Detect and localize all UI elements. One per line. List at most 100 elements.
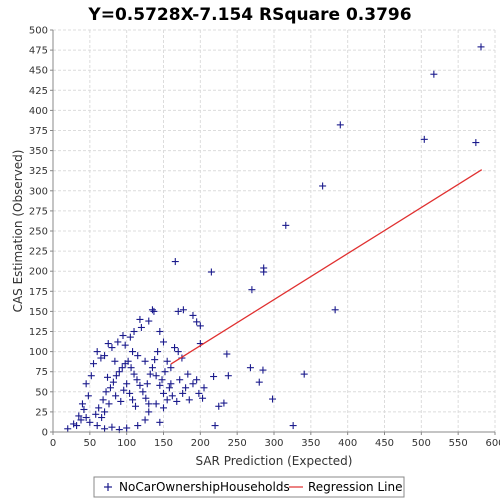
y-tick-label: 75 xyxy=(35,367,48,378)
data-point xyxy=(141,357,149,365)
x-axis-title: SAR Prediction (Expected) xyxy=(196,454,353,468)
data-point xyxy=(129,396,137,404)
data-point xyxy=(156,418,164,426)
data-point xyxy=(193,376,201,384)
data-point xyxy=(167,380,175,388)
data-point xyxy=(174,307,182,315)
data-point xyxy=(211,422,219,430)
data-point xyxy=(199,394,207,402)
data-point xyxy=(136,315,144,323)
data-point xyxy=(145,317,153,325)
x-tick-label: 100 xyxy=(117,438,136,449)
data-point xyxy=(93,422,101,430)
data-point xyxy=(70,420,78,428)
data-point xyxy=(121,341,129,349)
y-tick-label: 375 xyxy=(29,126,48,137)
y-tick-label: 225 xyxy=(29,247,48,258)
data-point xyxy=(195,389,203,397)
data-point xyxy=(160,404,167,412)
data-point xyxy=(158,376,166,384)
y-tick-label: 25 xyxy=(35,407,48,418)
data-point xyxy=(101,352,109,360)
data-point xyxy=(111,357,119,365)
data-point xyxy=(119,332,127,340)
data-point xyxy=(150,307,158,315)
y-axis-title: CAS Estimation (Observed) xyxy=(11,150,25,313)
data-point xyxy=(430,70,438,78)
data-point xyxy=(207,268,215,276)
data-point xyxy=(101,408,109,416)
x-tick-label: 350 xyxy=(301,438,320,449)
data-point xyxy=(260,268,268,276)
data-point xyxy=(145,400,153,408)
data-point xyxy=(156,328,164,335)
x-tick-label: 250 xyxy=(228,438,247,449)
data-point xyxy=(141,416,149,424)
legend-label-regression: Regression Line xyxy=(308,480,402,494)
data-point xyxy=(336,121,344,129)
data-point xyxy=(123,380,131,388)
data-point xyxy=(82,380,90,388)
data-point xyxy=(200,384,208,392)
data-point xyxy=(160,389,167,397)
data-point xyxy=(143,380,151,388)
data-point xyxy=(99,396,107,404)
data-point xyxy=(215,402,223,410)
y-tick-label: 200 xyxy=(29,267,48,278)
data-point xyxy=(151,356,159,364)
data-point xyxy=(137,323,145,331)
data-point xyxy=(152,400,160,408)
data-point xyxy=(129,348,137,356)
data-point xyxy=(130,370,138,378)
data-point xyxy=(246,364,254,372)
y-tick-label: 250 xyxy=(29,227,48,238)
data-point xyxy=(86,418,94,426)
data-point xyxy=(102,388,110,396)
x-tick-label: 500 xyxy=(412,438,431,449)
data-point xyxy=(117,397,125,405)
data-point xyxy=(106,384,114,392)
data-point xyxy=(179,389,187,397)
data-point xyxy=(82,414,90,422)
data-point xyxy=(139,388,147,396)
data-point xyxy=(289,422,297,430)
data-point xyxy=(92,410,100,418)
legend-marker-plus xyxy=(104,483,112,491)
data-point xyxy=(282,221,290,229)
data-point xyxy=(84,392,92,400)
data-point xyxy=(156,381,164,389)
data-point xyxy=(182,384,190,392)
data-point xyxy=(118,364,126,372)
data-point xyxy=(115,368,123,376)
y-tick-label: 50 xyxy=(35,387,48,398)
data-point xyxy=(185,396,193,404)
y-tick-label: 125 xyxy=(29,327,48,338)
data-point xyxy=(108,344,116,352)
x-tick-label: 550 xyxy=(449,438,468,449)
data-point xyxy=(161,368,169,376)
y-tick-label: 475 xyxy=(29,46,48,57)
y-tick-label: 150 xyxy=(29,307,48,318)
data-point xyxy=(64,425,72,433)
x-tick-label: 0 xyxy=(50,438,56,449)
data-point xyxy=(331,306,339,314)
x-tick-label: 300 xyxy=(264,438,283,449)
data-point xyxy=(193,318,201,326)
data-point xyxy=(132,402,140,410)
data-point xyxy=(319,182,327,190)
data-point xyxy=(130,328,138,335)
data-point xyxy=(108,423,116,431)
data-point xyxy=(134,422,142,430)
data-point xyxy=(112,372,120,380)
data-point xyxy=(179,306,187,314)
x-tick-label: 150 xyxy=(154,438,173,449)
y-tick-label: 450 xyxy=(29,66,48,77)
x-tick-label: 50 xyxy=(83,438,96,449)
x-axis-ticks: 0 50 100 150 200 250 300 350 400 450 500 550 600 xyxy=(50,432,500,449)
data-point xyxy=(300,370,308,378)
data-point xyxy=(189,380,197,388)
data-point xyxy=(142,394,150,402)
y-tick-label: 175 xyxy=(29,287,48,298)
data-point xyxy=(120,386,128,394)
